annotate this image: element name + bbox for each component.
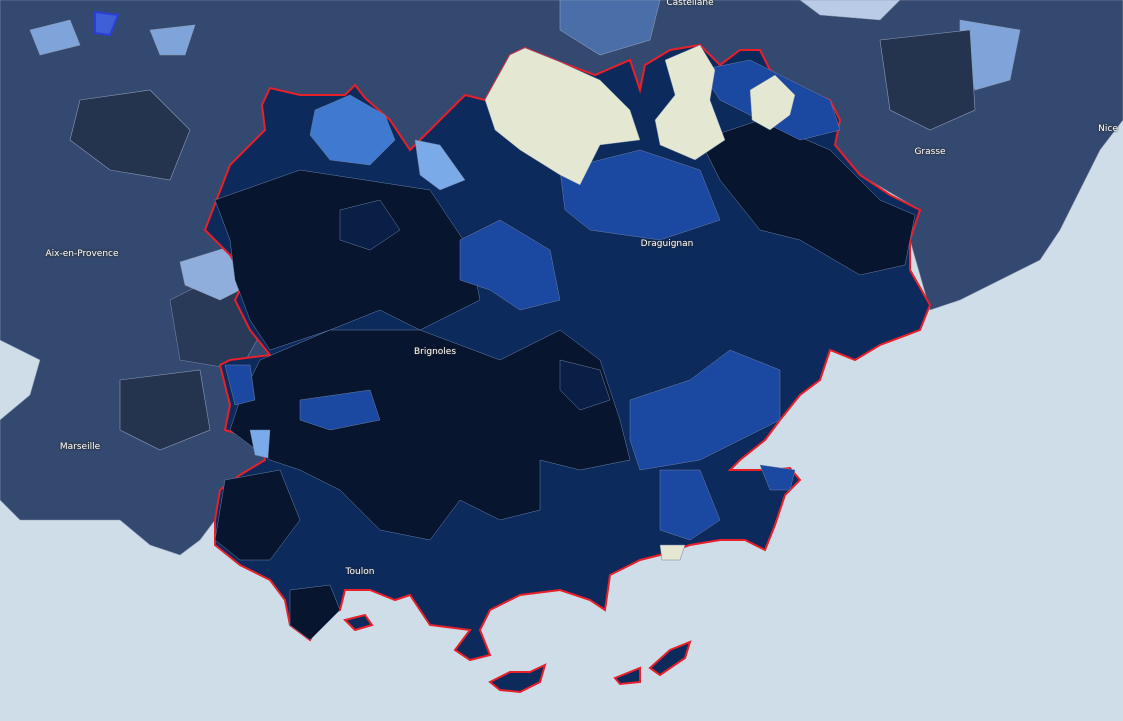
- region-communes: [214, 44, 916, 641]
- city-label-draguignan: Draguignan: [640, 239, 694, 249]
- outside-patches: [29, 0, 1021, 451]
- island-porquerolles: [488, 663, 547, 694]
- island-levant: [648, 640, 692, 677]
- city-label-brignoles: Brignoles: [413, 347, 457, 357]
- city-label-nice: Nice: [1098, 124, 1118, 134]
- island-port-cros: [613, 666, 641, 686]
- city-label-marseille: Marseille: [59, 442, 101, 452]
- city-label-toulon: Toulon: [345, 567, 375, 577]
- city-label-castellane: Castellane: [666, 0, 714, 8]
- island-small: [343, 613, 374, 632]
- city-label-aix-en-provence: Aix-en-Provence: [45, 249, 119, 259]
- city-label-grasse: Grasse: [914, 147, 946, 157]
